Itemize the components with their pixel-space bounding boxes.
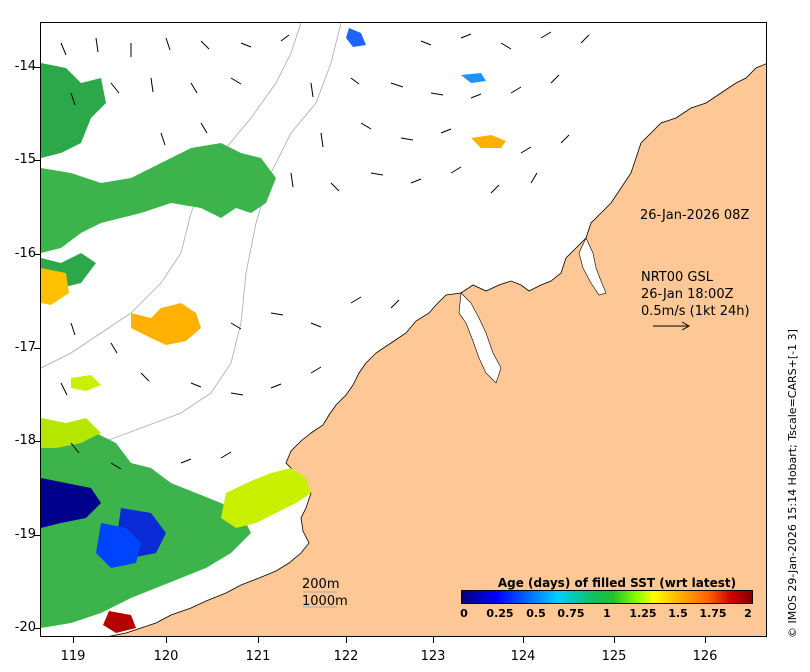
x-tick-label: 124 — [510, 649, 536, 664]
isobath-label-1000: 1000m — [302, 594, 348, 609]
product-label: NRT00 GSL — [641, 270, 713, 285]
colorbar-tick: 1.25 — [629, 607, 657, 620]
x-tick — [614, 637, 615, 643]
current-vectors — [60, 31, 590, 470]
colorbar-tick: 1 — [603, 607, 611, 620]
colorbar-tick: 0.75 — [557, 607, 585, 620]
x-tick — [523, 637, 524, 643]
y-tick-label: -20 — [14, 620, 36, 635]
x-tick — [346, 637, 347, 643]
y-tick — [34, 535, 40, 536]
colorbar-tick: 0.5 — [526, 607, 546, 620]
x-tick-label: 120 — [153, 649, 179, 664]
y-tick — [34, 67, 40, 68]
current-scale: 0.5m/s (1kt 24h) — [641, 304, 750, 319]
isobath-label-200: 200m — [302, 577, 340, 592]
colorbar-title: Age (days) of filled SST (wrt latest) — [497, 576, 737, 590]
map-canvas — [41, 23, 766, 636]
x-tick-label: 119 — [60, 649, 86, 664]
x-tick — [705, 637, 706, 643]
y-tick — [34, 348, 40, 349]
y-tick-label: -14 — [14, 59, 36, 74]
y-tick-label: -16 — [14, 246, 36, 261]
x-tick — [433, 637, 434, 643]
colorbar-tick: 0 — [460, 607, 468, 620]
colorbar-tick: 1.75 — [699, 607, 727, 620]
product-time: 26-Jan 18:00Z — [641, 287, 734, 302]
y-tick-label: -15 — [14, 152, 36, 167]
gulf-inlet — [578, 237, 607, 296]
x-tick-label: 123 — [420, 649, 446, 664]
y-tick-label: -18 — [14, 433, 36, 448]
colorbar-tick: 1.5 — [668, 607, 688, 620]
x-tick — [258, 637, 259, 643]
colorbar — [461, 590, 753, 604]
x-tick-label: 125 — [601, 649, 627, 664]
x-tick — [166, 637, 167, 643]
x-tick-label: 121 — [245, 649, 271, 664]
y-tick — [34, 441, 40, 442]
land-mass — [108, 63, 766, 636]
y-tick — [34, 254, 40, 255]
x-tick-label: 126 — [692, 649, 718, 664]
credit-text: © IMOS 29-Jan-2026 15:14 Hobart; Tscale=… — [786, 329, 799, 638]
x-tick-label: 122 — [333, 649, 359, 664]
x-tick — [73, 637, 74, 643]
colorbar-tick: 2 — [744, 607, 752, 620]
sst-patches — [41, 28, 506, 633]
colorbar-tick: 0.25 — [486, 607, 514, 620]
image-time-label: 26-Jan-2026 08Z — [640, 208, 750, 223]
y-tick — [34, 160, 40, 161]
y-tick-label: -19 — [14, 527, 36, 542]
y-tick-label: -17 — [14, 340, 36, 355]
isobath-200 — [41, 23, 342, 464]
scale-arrow — [653, 321, 691, 331]
bay-inlet — [458, 292, 502, 384]
isobath-1000 — [41, 23, 302, 369]
y-tick — [34, 628, 40, 629]
map-plot-area[interactable] — [40, 22, 767, 637]
